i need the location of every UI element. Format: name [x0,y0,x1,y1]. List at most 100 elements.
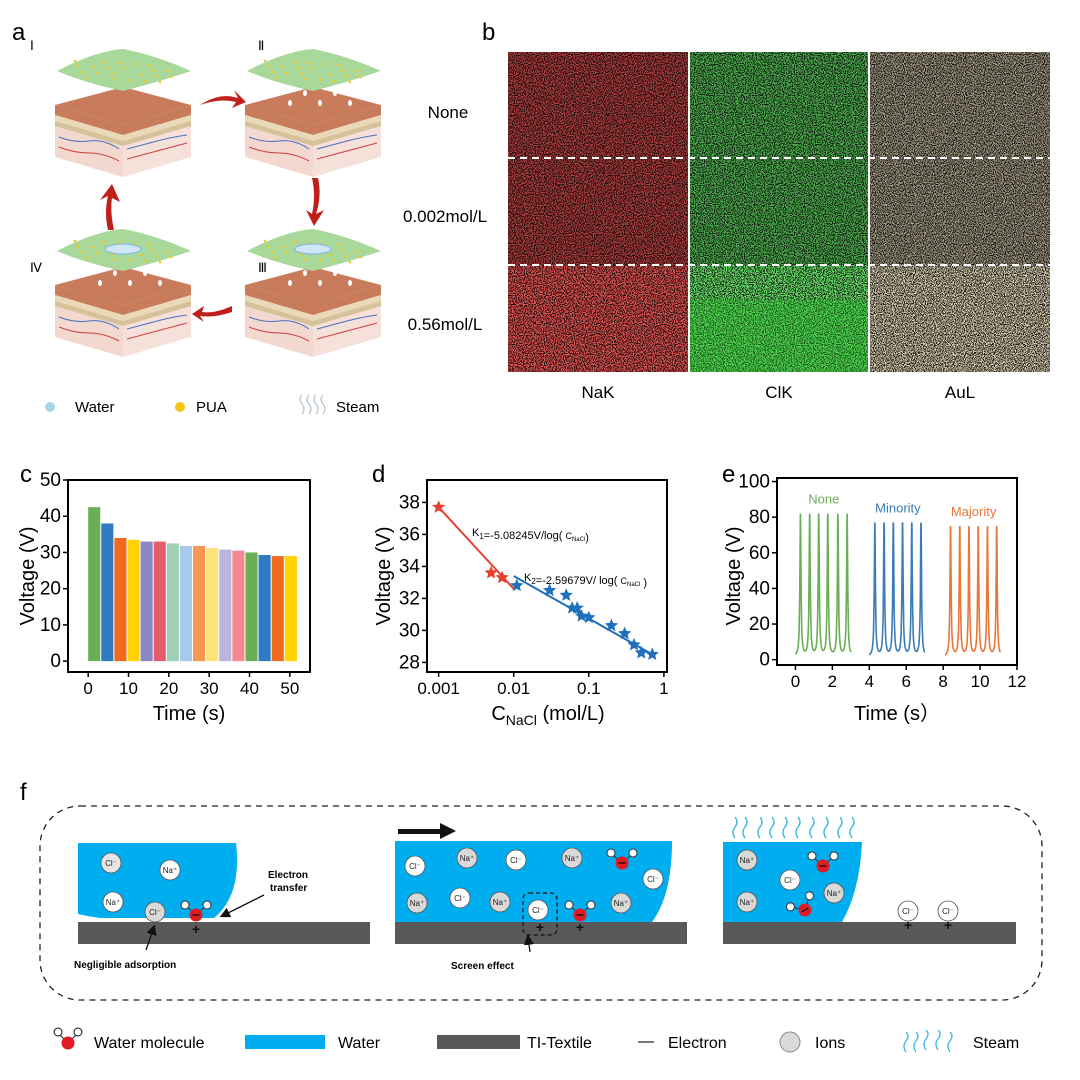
panel-a-schematic: Ⅰ Ⅱ Ⅲ Ⅳ Water PUA Steam [30,38,381,416]
pua-dot [329,253,333,257]
pua-dot [337,243,341,247]
pua-dot [154,254,158,258]
pua-dot [154,74,158,78]
pua-dot [333,79,337,83]
ion-label: Na⁺ [740,898,754,907]
y-tick-label: 10 [40,615,61,636]
skin-layer [123,285,191,315]
pua-dot [128,78,132,82]
x-tick-label: 20 [159,679,178,698]
equation-part-c: C [621,576,628,586]
equation-part-csub: NaCl [627,582,640,588]
x-tick-label: 0.001 [417,679,460,698]
skin-layer [245,121,313,146]
skin-layer [313,105,381,135]
cycle-arrow-down-icon [306,178,324,226]
y-axis-label: Voltage (V) [17,527,39,626]
chart-d-voltage-vs-concentration: 0.001 0.01 0.1 1283032343638K1=-5.08245V/lo… [373,479,669,728]
eds-map-signal [508,52,688,158]
eds-map-signal [690,158,868,265]
textile-2 [395,922,687,944]
skin-layer [245,295,313,321]
eds-map-signal [870,158,1050,265]
ion-circle [456,847,478,869]
pua-dot [150,248,154,252]
y-tick-label: 20 [749,614,770,635]
x-tick-label: 10 [971,672,990,691]
x-tick-label: 10 [119,679,138,698]
water-molecule [180,900,212,922]
plus-charge: + [576,919,584,935]
data-point-star [559,588,573,601]
y-tick-label: 32 [399,588,420,609]
legend-label-water: Water [75,399,114,416]
eds-map-signal [690,265,868,372]
ion-circle [100,852,122,874]
pua-dot [333,259,337,263]
movement-arrow-icon [398,823,456,839]
skin-layer [245,115,313,141]
hydrogen-atom [202,900,212,910]
pua-dot [91,65,95,69]
screen-effect-box [522,892,558,936]
pua-dot [113,257,117,261]
pua-dot [121,67,125,71]
fit-equation-1: K1=-5.08245V/log( CNaCl) [472,527,589,544]
pua-dot [300,72,304,76]
pua-dot [303,77,307,81]
legend-water-molecule: Water molecule [94,1035,205,1052]
pua-dot [139,253,143,257]
cube-top-face [245,267,381,305]
steam-lines [732,816,855,839]
water-droplet [348,280,352,286]
data-point-star [582,610,596,624]
bar-cycle-9 [193,545,206,662]
water-droplet [158,280,162,286]
skin-layer [123,105,191,135]
bar-cycle-12 [232,550,245,662]
ion-circle [610,892,632,914]
textile-1 [78,922,370,944]
pua-dot [322,62,326,66]
steam-icon [903,1029,953,1053]
column-label-clk: ClK [765,383,793,402]
ion-label: Cl⁻ [149,908,161,917]
y-axis-label: Voltage (V) [723,527,745,626]
plus-charge: + [944,917,952,933]
pua-dot [281,245,285,249]
pua-dot [73,59,77,63]
equation-part-ksub: 1 [479,532,484,541]
bar-cycle-2 [101,523,114,662]
cube-top-face [55,267,191,305]
pua-dot [147,243,151,247]
ion-circle [102,891,124,913]
ion-label: Cl⁻ [105,859,117,868]
pua-dot [150,68,154,72]
skin-layer [313,295,381,321]
y-tick-label: 34 [399,556,421,577]
pua-dot [169,255,173,259]
pua-dot [355,69,359,73]
bar-cycle-3 [114,537,127,662]
pua-dot [84,256,88,260]
ion-label: Na⁺ [740,856,754,865]
pua-dot [102,60,106,64]
plot-frame [67,479,311,673]
equation-part-c: C [565,531,572,541]
ion-circle [159,859,181,881]
pua-dot [266,64,270,68]
y-tick-label: 36 [399,524,420,545]
pua-dot [348,80,352,84]
panel-a-legend: Water PUA Steam [45,394,379,416]
pua-dot [329,73,333,77]
skin-layer [245,105,313,135]
data-point-star [510,578,524,592]
y-tick-label: 20 [40,579,61,600]
series-label-majority: Majority [951,504,997,519]
pua-dot [340,68,344,72]
x-tick-label: 50 [280,679,299,698]
cycle-arrow-right-icon [200,90,246,108]
cycle-arrow-left-icon [192,306,232,322]
ion-circle [404,855,426,877]
bar-cycle-14 [258,554,271,662]
